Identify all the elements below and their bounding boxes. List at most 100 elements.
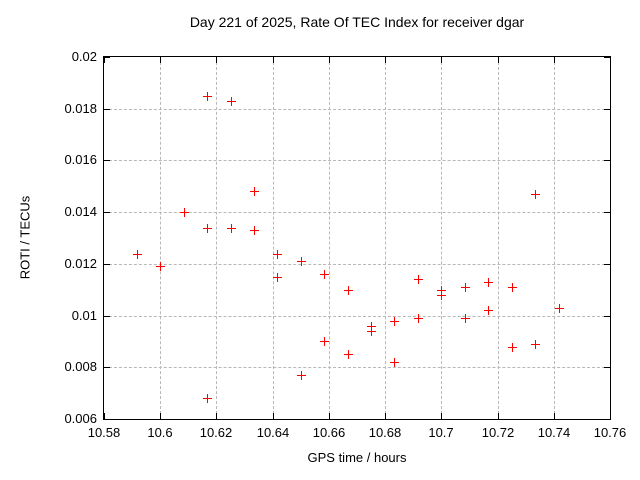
data-point bbox=[531, 190, 540, 199]
y-gridline bbox=[104, 109, 610, 110]
y-tick-mark bbox=[604, 316, 610, 317]
x-tick-mark bbox=[160, 57, 161, 63]
y-tick-label: 0.01 bbox=[71, 308, 97, 323]
y-tick-label: 0.014 bbox=[64, 204, 97, 219]
x-tick-label: 10.72 bbox=[481, 425, 515, 440]
data-point bbox=[203, 92, 212, 101]
x-tick-label: 10.62 bbox=[199, 425, 233, 440]
y-tick-mark bbox=[104, 160, 110, 161]
x-gridline bbox=[329, 57, 330, 419]
x-tick-mark bbox=[104, 57, 105, 63]
y-tick-mark bbox=[604, 57, 610, 58]
x-tick-mark bbox=[554, 57, 555, 63]
x-tick-label: 10.58 bbox=[87, 425, 121, 440]
x-tick-mark bbox=[216, 57, 217, 63]
data-point bbox=[531, 340, 540, 349]
data-point bbox=[227, 224, 236, 233]
x-gridline bbox=[554, 57, 555, 419]
y-tick-mark bbox=[604, 367, 610, 368]
y-tick-mark bbox=[604, 212, 610, 213]
x-axis-label: GPS time / hours bbox=[307, 450, 407, 465]
data-point bbox=[437, 291, 446, 300]
data-point bbox=[156, 262, 165, 271]
y-tick-label: 0.012 bbox=[64, 256, 97, 271]
data-point bbox=[484, 306, 493, 315]
y-tick-mark bbox=[604, 419, 610, 420]
x-tick-mark bbox=[385, 413, 386, 419]
x-tick-mark bbox=[160, 413, 161, 419]
y-gridline bbox=[104, 212, 610, 213]
data-point bbox=[414, 275, 423, 284]
data-point bbox=[320, 270, 329, 279]
data-point bbox=[367, 327, 376, 336]
x-tick-mark bbox=[273, 57, 274, 63]
data-point bbox=[203, 224, 212, 233]
data-point bbox=[437, 286, 446, 295]
data-point bbox=[367, 322, 376, 331]
x-tick-label: 10.74 bbox=[537, 425, 571, 440]
data-point bbox=[250, 226, 259, 235]
chart-title: Day 221 of 2025, Rate Of TEC Index for r… bbox=[189, 14, 525, 30]
y-tick-mark bbox=[104, 264, 110, 265]
x-gridline bbox=[216, 57, 217, 419]
data-point bbox=[344, 286, 353, 295]
y-gridline bbox=[104, 264, 610, 265]
data-point bbox=[390, 317, 399, 326]
x-gridline bbox=[498, 57, 499, 419]
data-point bbox=[227, 97, 236, 106]
data-point bbox=[508, 283, 517, 292]
x-gridline bbox=[160, 57, 161, 419]
y-gridline bbox=[104, 316, 610, 317]
data-point bbox=[555, 304, 564, 313]
data-point bbox=[297, 257, 306, 266]
y-tick-label: 0.018 bbox=[64, 101, 97, 116]
y-tick-mark bbox=[104, 367, 110, 368]
x-tick-mark bbox=[441, 57, 442, 63]
x-tick-label: 10.66 bbox=[312, 425, 346, 440]
data-point bbox=[133, 250, 142, 259]
x-tick-label: 10.68 bbox=[368, 425, 402, 440]
y-tick-mark bbox=[104, 419, 110, 420]
y-tick-mark bbox=[104, 57, 110, 58]
data-point bbox=[461, 283, 470, 292]
data-point bbox=[344, 350, 353, 359]
y-gridline bbox=[104, 367, 610, 368]
data-point bbox=[180, 208, 189, 217]
data-point bbox=[250, 187, 259, 196]
x-tick-label: 10.76 bbox=[593, 425, 627, 440]
x-tick-mark bbox=[554, 413, 555, 419]
y-tick-mark bbox=[104, 316, 110, 317]
x-tick-mark bbox=[273, 413, 274, 419]
data-point bbox=[297, 371, 306, 380]
data-point bbox=[273, 273, 282, 282]
y-tick-mark bbox=[104, 109, 110, 110]
x-tick-mark bbox=[104, 413, 105, 419]
data-point bbox=[320, 337, 329, 346]
x-tick-mark bbox=[329, 57, 330, 63]
data-point bbox=[273, 250, 282, 259]
x-gridline bbox=[441, 57, 442, 419]
x-tick-label: 10.64 bbox=[256, 425, 290, 440]
data-point bbox=[508, 343, 517, 352]
data-point bbox=[484, 278, 493, 287]
x-tick-mark bbox=[385, 57, 386, 63]
y-tick-label: 0.02 bbox=[71, 49, 97, 64]
x-tick-mark bbox=[610, 413, 611, 419]
x-tick-mark bbox=[329, 413, 330, 419]
data-point bbox=[203, 394, 212, 403]
y-tick-label: 0.006 bbox=[64, 411, 97, 426]
x-gridline bbox=[385, 57, 386, 419]
y-gridline bbox=[104, 160, 610, 161]
data-point bbox=[461, 314, 470, 323]
y-tick-mark bbox=[604, 264, 610, 265]
x-gridline bbox=[273, 57, 274, 419]
y-tick-mark bbox=[104, 212, 110, 213]
x-tick-label: 10.7 bbox=[428, 425, 454, 440]
x-tick-mark bbox=[441, 413, 442, 419]
x-tick-label: 10.6 bbox=[147, 425, 173, 440]
x-tick-mark bbox=[498, 57, 499, 63]
data-point bbox=[390, 358, 399, 367]
y-tick-mark bbox=[604, 160, 610, 161]
y-tick-label: 0.016 bbox=[64, 152, 97, 167]
